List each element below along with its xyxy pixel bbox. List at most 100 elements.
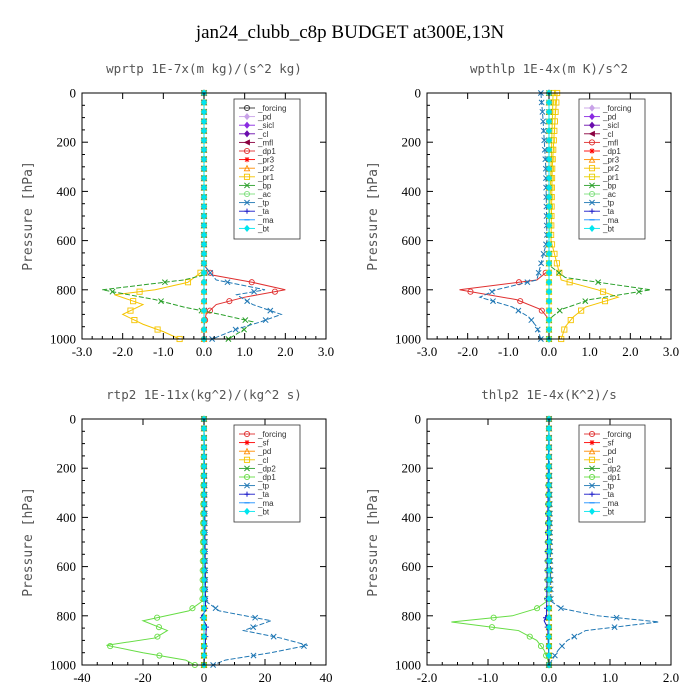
- x-tick-label: -20: [134, 670, 151, 685]
- legend-marker: [588, 430, 596, 438]
- legend-marker: [589, 121, 595, 129]
- legend-marker: [244, 224, 250, 232]
- x-tick-label: 20: [259, 670, 272, 685]
- data-point: [109, 288, 116, 295]
- data-point: [540, 118, 547, 125]
- data-point: [546, 604, 552, 612]
- y-tick-label: 0: [415, 412, 422, 427]
- series-line-tp: [478, 92, 548, 340]
- y-tick-label: 800: [402, 282, 422, 297]
- data-point: [528, 317, 535, 324]
- x-tick-label: -40: [73, 670, 90, 685]
- data-point: [546, 538, 552, 546]
- series-line-mfl: [459, 93, 550, 339]
- legend-label: _pd: [602, 447, 616, 456]
- data-point: [546, 174, 552, 182]
- y-tick-label: 200: [402, 135, 422, 150]
- legend-marker: [589, 104, 595, 112]
- legend-marker: [589, 440, 595, 446]
- legend: _forcing_sf_pd_cl_dp2_dp1_tp_ta_ma_bt: [578, 424, 646, 523]
- data-point: [551, 652, 558, 659]
- y-tick-label: 600: [402, 233, 422, 248]
- legend-label: _ta: [257, 490, 270, 499]
- data-point: [201, 434, 207, 442]
- y-tick-label: 400: [402, 510, 422, 525]
- data-point: [201, 316, 207, 324]
- data-point: [542, 156, 549, 163]
- legend-marker: [589, 465, 595, 472]
- y-tick-label: 0: [70, 412, 77, 427]
- data-point: [546, 307, 552, 315]
- data-point: [535, 269, 542, 276]
- legend-label: _sicl: [257, 121, 274, 130]
- legend-marker: [244, 182, 250, 189]
- y-tick-label: 200: [57, 461, 77, 476]
- legend-label: _ta: [602, 207, 615, 216]
- data-point: [546, 557, 552, 565]
- data-point: [546, 212, 552, 220]
- legend-marker: [588, 190, 596, 198]
- x-tick-label: 3.0: [663, 344, 679, 359]
- data-point: [538, 260, 545, 267]
- data-point: [244, 298, 251, 305]
- data-point: [556, 269, 562, 276]
- legend-marker: [243, 473, 251, 481]
- legend-marker: [243, 173, 251, 180]
- y-tick-label: 0: [70, 86, 77, 101]
- data-point: [546, 453, 552, 461]
- y-axis-label: Pressure [hPa]: [366, 161, 381, 271]
- legend-label: _pd: [602, 113, 616, 122]
- data-point: [546, 434, 552, 442]
- legend-label: _forcing: [257, 104, 286, 113]
- legend-marker: [243, 430, 251, 438]
- legend-label: _dp2: [257, 464, 276, 473]
- data-point: [201, 510, 207, 518]
- data-point: [201, 325, 207, 334]
- legend-marker: [244, 465, 250, 472]
- legend-label: _ma: [602, 499, 619, 508]
- data-point: [201, 212, 207, 220]
- y-tick-label: 200: [402, 461, 422, 476]
- legend-marker: [589, 507, 595, 515]
- x-tick-label: 0.0: [541, 670, 557, 685]
- data-point: [201, 651, 207, 660]
- data-point: [546, 491, 552, 499]
- series-line-tp: [203, 418, 308, 666]
- data-point: [556, 307, 563, 314]
- legend-label: _pd: [257, 447, 271, 456]
- data-point: [546, 146, 552, 154]
- chart-panel-1: wprtp 1E-7x(m kg)/(s^2 kg) Pressure [hPa]…: [21, 61, 334, 359]
- data-point: [546, 633, 552, 641]
- data-point: [546, 316, 552, 324]
- legend-label: _forcing: [602, 104, 631, 113]
- data-point: [201, 240, 207, 248]
- y-tick-label: 600: [57, 559, 77, 574]
- y-axis-label: Pressure [hPa]: [21, 487, 36, 597]
- data-point: [201, 453, 207, 461]
- legend-label: _ta: [602, 490, 615, 499]
- data-point: [546, 193, 552, 201]
- data-point: [541, 146, 548, 153]
- data-point: [201, 202, 207, 211]
- x-tick-label: 40: [320, 670, 333, 685]
- data-point: [546, 576, 552, 584]
- legend-label: _dp2: [602, 464, 621, 473]
- data-point: [546, 651, 552, 660]
- data-point: [546, 325, 552, 334]
- legend-marker: [243, 456, 251, 463]
- legend-marker: [588, 456, 596, 463]
- legend-marker: [244, 208, 250, 214]
- legend-label: _tp: [602, 199, 615, 208]
- panel-title: wprtp 1E-7x(m kg)/(s^2 kg): [106, 61, 302, 76]
- data-point: [546, 519, 552, 527]
- legend-marker: [588, 473, 596, 481]
- x-tick-label: -2.0: [417, 670, 438, 685]
- legend-label: _bt: [257, 507, 270, 516]
- data-point: [540, 250, 547, 257]
- data-point: [224, 279, 231, 286]
- data-point: [546, 547, 552, 556]
- data-point: [546, 642, 552, 650]
- x-tick-label: 2.0: [622, 344, 638, 359]
- data-point: [270, 633, 277, 640]
- legend-label: _pr2: [257, 164, 275, 173]
